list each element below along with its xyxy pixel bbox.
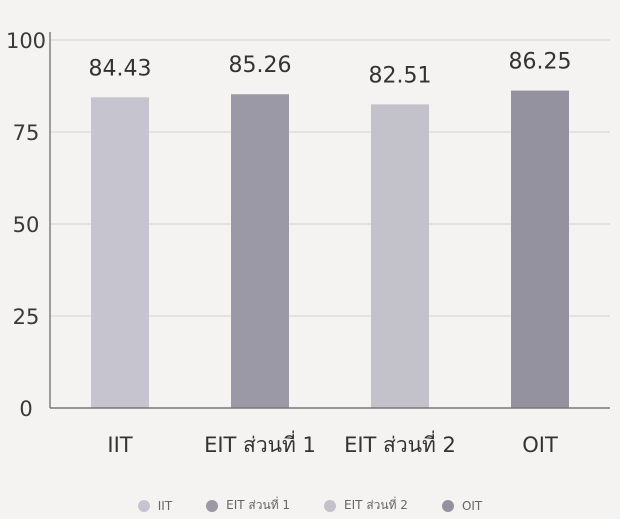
y-tick-label: 50 bbox=[13, 213, 40, 237]
legend-label: EIT ส่วนที่ 1 bbox=[226, 498, 291, 512]
legend-label: EIT ส่วนที่ 2 bbox=[344, 498, 408, 512]
data-label: 84.43 bbox=[89, 56, 152, 81]
bar bbox=[91, 97, 149, 408]
legend-item-eit-2: EIT ส่วนที่ 2 bbox=[324, 496, 408, 515]
legend-item-eit-1: EIT ส่วนที่ 1 bbox=[206, 496, 290, 515]
bar bbox=[371, 104, 429, 409]
legend-label: OIT bbox=[461, 498, 483, 513]
bar bbox=[231, 94, 289, 409]
legend-item-oit: OIT bbox=[441, 496, 483, 515]
legend-swatch bbox=[137, 499, 150, 512]
legend-label: IIT bbox=[157, 498, 173, 513]
legend-swatch bbox=[441, 499, 454, 512]
y-tick-label: 0 bbox=[19, 397, 32, 421]
value-labels: 84.43 85.26 82.51 86.25 bbox=[89, 50, 572, 89]
legend-swatch bbox=[324, 499, 337, 512]
bars bbox=[91, 90, 569, 409]
data-label: 85.26 bbox=[229, 53, 292, 78]
x-tick-label: IIT bbox=[107, 433, 132, 457]
x-tick-label: EIT ส่วนที่ 2 bbox=[344, 430, 456, 457]
x-tick-label: OIT bbox=[522, 433, 558, 457]
data-label: 82.51 bbox=[369, 63, 432, 88]
data-label: 86.25 bbox=[509, 50, 572, 75]
legend-item-iit: IIT bbox=[137, 496, 173, 515]
legend: IIT EIT ส่วนที่ 1 EIT ส่วนที่ 2 OIT bbox=[0, 496, 620, 515]
bar-chart: 0 25 50 75 100 84.43 85.26 82.51 86.25 IIT EIT ส… bbox=[6, 29, 610, 457]
y-tick-label: 25 bbox=[13, 305, 40, 329]
y-tick-label: 100 bbox=[6, 29, 46, 53]
bar bbox=[511, 90, 569, 408]
y-tick-label: 75 bbox=[13, 121, 40, 145]
y-axis: 0 25 50 75 100 bbox=[6, 29, 51, 421]
legend-swatch bbox=[206, 499, 219, 512]
x-axis: IIT EIT ส่วนที่ 1 EIT ส่วนที่ 2 OIT bbox=[50, 407, 610, 457]
x-tick-label: EIT ส่วนที่ 1 bbox=[204, 430, 316, 457]
